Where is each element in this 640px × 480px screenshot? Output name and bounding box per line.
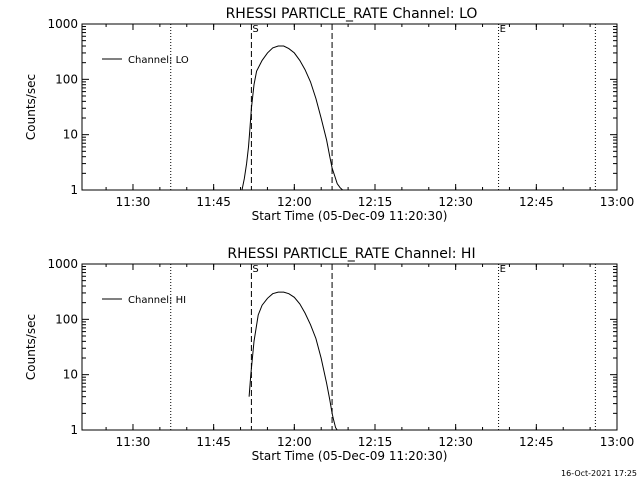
series-line (241, 45, 344, 191)
series-line (248, 291, 338, 431)
chart-panel-1: RHESSI PARTICLE_RATE Channel: LO 11:30 11:… (24, 6, 634, 223)
y-axis-label: Counts/sec (24, 314, 38, 380)
x-tick-label: 13:00 (600, 195, 635, 209)
plot-frame (81, 23, 618, 191)
marker-label: S (252, 264, 258, 275)
plot-frame (81, 263, 618, 431)
y-tick-label: 100 (55, 312, 78, 326)
y-tick-label: 1 (70, 423, 78, 437)
marker-label: S (252, 24, 258, 35)
marker-label: E (500, 24, 506, 35)
y-tick-label: 100 (55, 72, 78, 86)
x-tick-label: 12:15 (358, 435, 393, 449)
x-tick-label: 12:45 (519, 195, 554, 209)
x-tick-label: 12:00 (277, 435, 312, 449)
y-tick-label: 1 (70, 183, 78, 197)
y-tick-label: 1000 (47, 257, 78, 271)
x-tick-label: 11:30 (116, 435, 151, 449)
y-tick-label: 1000 (47, 17, 78, 31)
x-tick-label: 12:30 (438, 195, 473, 209)
marker-label: E (500, 264, 506, 275)
x-tick-label: 13:00 (600, 435, 635, 449)
x-axis-label: Start Time (05-Dec-09 11:20:30) (252, 449, 448, 463)
footer-timestamp: 16-Oct-2021 17:25 (561, 469, 637, 478)
x-axis-label: Start Time (05-Dec-09 11:20:30) (252, 209, 448, 223)
y-axis-label: Counts/sec (24, 74, 38, 140)
legend-entry: Channel: LO (128, 55, 189, 66)
chart-title: RHESSI PARTICLE_RATE Channel: HI (227, 246, 475, 262)
x-tick-label: 11:45 (196, 195, 231, 209)
y-tick-label: 10 (63, 368, 78, 382)
x-tick-label: 11:45 (196, 435, 231, 449)
legend-entry: Channel: HI (128, 295, 186, 306)
chart-title: RHESSI PARTICLE_RATE Channel: LO (226, 6, 478, 22)
x-tick-label: 11:30 (116, 195, 151, 209)
x-tick-label: 12:30 (438, 435, 473, 449)
x-tick-label: 12:15 (358, 195, 393, 209)
y-tick-label: 10 (63, 128, 78, 142)
x-tick-label: 12:45 (519, 435, 554, 449)
chart-panel-2: RHESSI PARTICLE_RATE Channel: HI 11:30 11:… (24, 246, 634, 463)
x-tick-label: 12:00 (277, 195, 312, 209)
